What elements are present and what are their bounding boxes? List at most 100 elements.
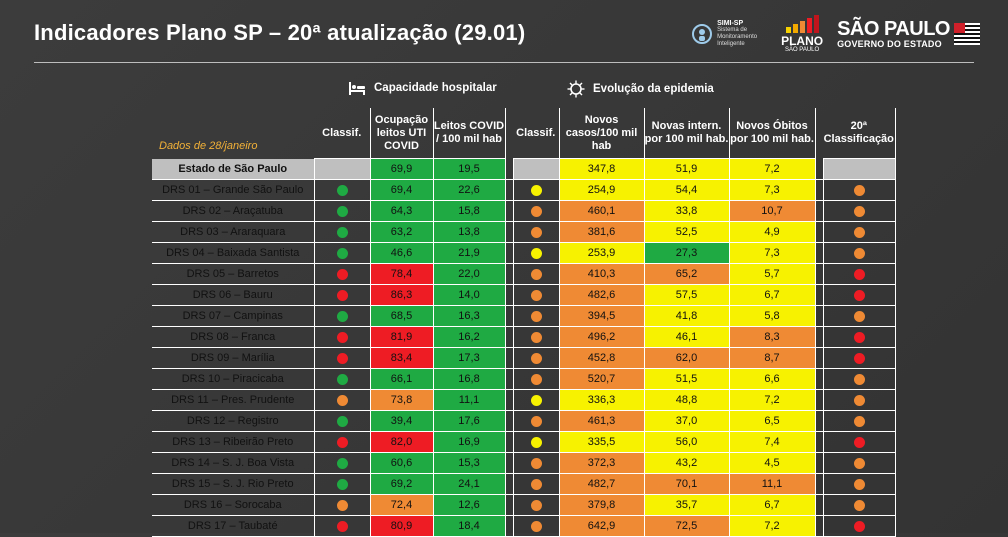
table-row: DRS 07 – Campinas 68,5 16,3 394,5 41,8 5,8 [152, 305, 896, 327]
evolucao-header: Evolução da epidemia [567, 80, 714, 98]
ocupacao-cell: 81,9 [370, 326, 434, 348]
region-name: DRS 13 – Ribeirão Preto [152, 431, 315, 453]
casos-cell: 461,3 [559, 410, 645, 432]
leitos-cell: 22,0 [433, 263, 506, 285]
classif-1-cell [314, 200, 371, 222]
classif-2-cell [513, 452, 560, 474]
leitos-cell: 18,4 [433, 515, 506, 537]
classif-1-cell [314, 410, 371, 432]
classif-1-cell [314, 305, 371, 327]
classif-1-cell [314, 515, 371, 537]
casos-cell: 410,3 [559, 263, 645, 285]
region-name: DRS 17 – Taubaté [152, 515, 315, 537]
classif-1-cell [314, 452, 371, 474]
region-name: DRS 14 – S. J. Boa Vista [152, 452, 315, 474]
status-dot-icon [530, 205, 542, 217]
status-dot-icon [853, 289, 865, 301]
classif-2-cell [513, 431, 560, 453]
ocupacao-cell: 68,5 [370, 305, 434, 327]
classif-2-cell [513, 200, 560, 222]
header-classif-2: Classif. [513, 108, 560, 159]
region-name: DRS 09 – Marília [152, 347, 315, 369]
table-row: DRS 11 – Pres. Prudente 73,8 11,1 336,3 48,8… [152, 389, 896, 411]
obitos-cell: 4,5 [729, 452, 816, 474]
ocupacao-cell: 46,6 [370, 242, 434, 264]
status-dot-icon [336, 478, 348, 490]
status-dot-icon [853, 520, 865, 532]
header-leitos: Leitos COVID / 100 mil hab [433, 108, 506, 159]
obitos-cell: 5,8 [729, 305, 816, 327]
header-final-classificacao: 20ª Classificação [823, 108, 896, 159]
obitos-cell: 6,7 [729, 284, 816, 306]
final-classif-cell [823, 473, 896, 495]
final-classif-cell [823, 368, 896, 390]
classif-2-cell [513, 221, 560, 243]
status-dot-icon [853, 394, 865, 406]
status-dot-icon [530, 520, 542, 532]
casos-cell: 482,6 [559, 284, 645, 306]
obitos-cell: 7,2 [729, 515, 816, 537]
intern-cell: 57,5 [644, 284, 730, 306]
bars-icon [785, 14, 819, 33]
casos-cell: 336,3 [559, 389, 645, 411]
intern-cell: 51,5 [644, 368, 730, 390]
plano-sp-logo: PLANO SÃO PAULO [781, 14, 823, 54]
table-row: DRS 04 – Baixada Santista 46,6 21,9 253,9 27… [152, 242, 896, 264]
intern-cell: 48,8 [644, 389, 730, 411]
casos-cell: 642,9 [559, 515, 645, 537]
status-dot-icon [853, 247, 865, 259]
leitos-cell: 15,8 [433, 200, 506, 222]
status-dot-icon [530, 394, 542, 406]
table-row: DRS 14 – S. J. Boa Vista 60,6 15,3 372,3 43,… [152, 452, 896, 474]
status-dot-icon [853, 205, 865, 217]
leitos-cell: 14,0 [433, 284, 506, 306]
intern-cell: 72,5 [644, 515, 730, 537]
status-dot-icon [530, 415, 542, 427]
casos-cell: 452,8 [559, 347, 645, 369]
classif-2-cell [513, 284, 560, 306]
status-dot-icon [530, 247, 542, 259]
casos-cell: 520,7 [559, 368, 645, 390]
classif-1-cell [314, 431, 371, 453]
table-row: DRS 17 – Taubaté 80,9 18,4 642,9 72,5 7,2 [152, 515, 896, 537]
classif-2-cell [513, 389, 560, 411]
indicators-table: Classif. Ocupação leitos UTI COVID Leito… [152, 108, 896, 537]
region-name: DRS 16 – Sorocaba [152, 494, 315, 516]
ocupacao-cell: 64,3 [370, 200, 434, 222]
casos-cell: 381,6 [559, 221, 645, 243]
status-dot-icon [530, 289, 542, 301]
virus-icon [567, 80, 585, 98]
table-row: DRS 08 – Franca 81,9 16,2 496,2 46,1 8,3 [152, 326, 896, 348]
obitos-cell: 7,4 [729, 431, 816, 453]
leitos-cell: 16,9 [433, 431, 506, 453]
ocupacao-cell: 69,2 [370, 473, 434, 495]
status-dot-icon [853, 352, 865, 364]
evolucao-label: Evolução da epidemia [593, 83, 714, 95]
ocupacao-cell: 78,4 [370, 263, 434, 285]
ocupacao-cell: 83,4 [370, 347, 434, 369]
table-row: DRS 15 – S. J. Rio Preto 69,2 24,1 482,7 70,… [152, 473, 896, 495]
classif-1-cell [314, 242, 371, 264]
region-name: DRS 08 – Franca [152, 326, 315, 348]
simi-icon [691, 23, 713, 45]
leitos-cell: 16,8 [433, 368, 506, 390]
state-name: Estado de São Paulo [152, 158, 315, 180]
classif-2-cell [513, 179, 560, 201]
status-dot-icon [336, 268, 348, 280]
classif-2-cell [513, 326, 560, 348]
final-classif-cell [823, 515, 896, 537]
status-dot-icon [336, 373, 348, 385]
intern-cell: 52,5 [644, 221, 730, 243]
status-dot-icon [530, 478, 542, 490]
header-obitos: Novos Óbitos por 100 mil hab. [729, 108, 816, 159]
date-note: Dados de 28/janeiro [159, 140, 258, 152]
casos-cell: 372,3 [559, 452, 645, 474]
intern-cell: 27,3 [644, 242, 730, 264]
intern-cell: 37,0 [644, 410, 730, 432]
ocupacao-cell: 73,8 [370, 389, 434, 411]
casos-cell: 460,1 [559, 200, 645, 222]
ocupacao-cell: 63,2 [370, 221, 434, 243]
header-intern: Novas intern. por 100 mil hab. [644, 108, 730, 159]
classif-2-cell [513, 242, 560, 264]
state-obitos: 7,2 [729, 158, 816, 180]
